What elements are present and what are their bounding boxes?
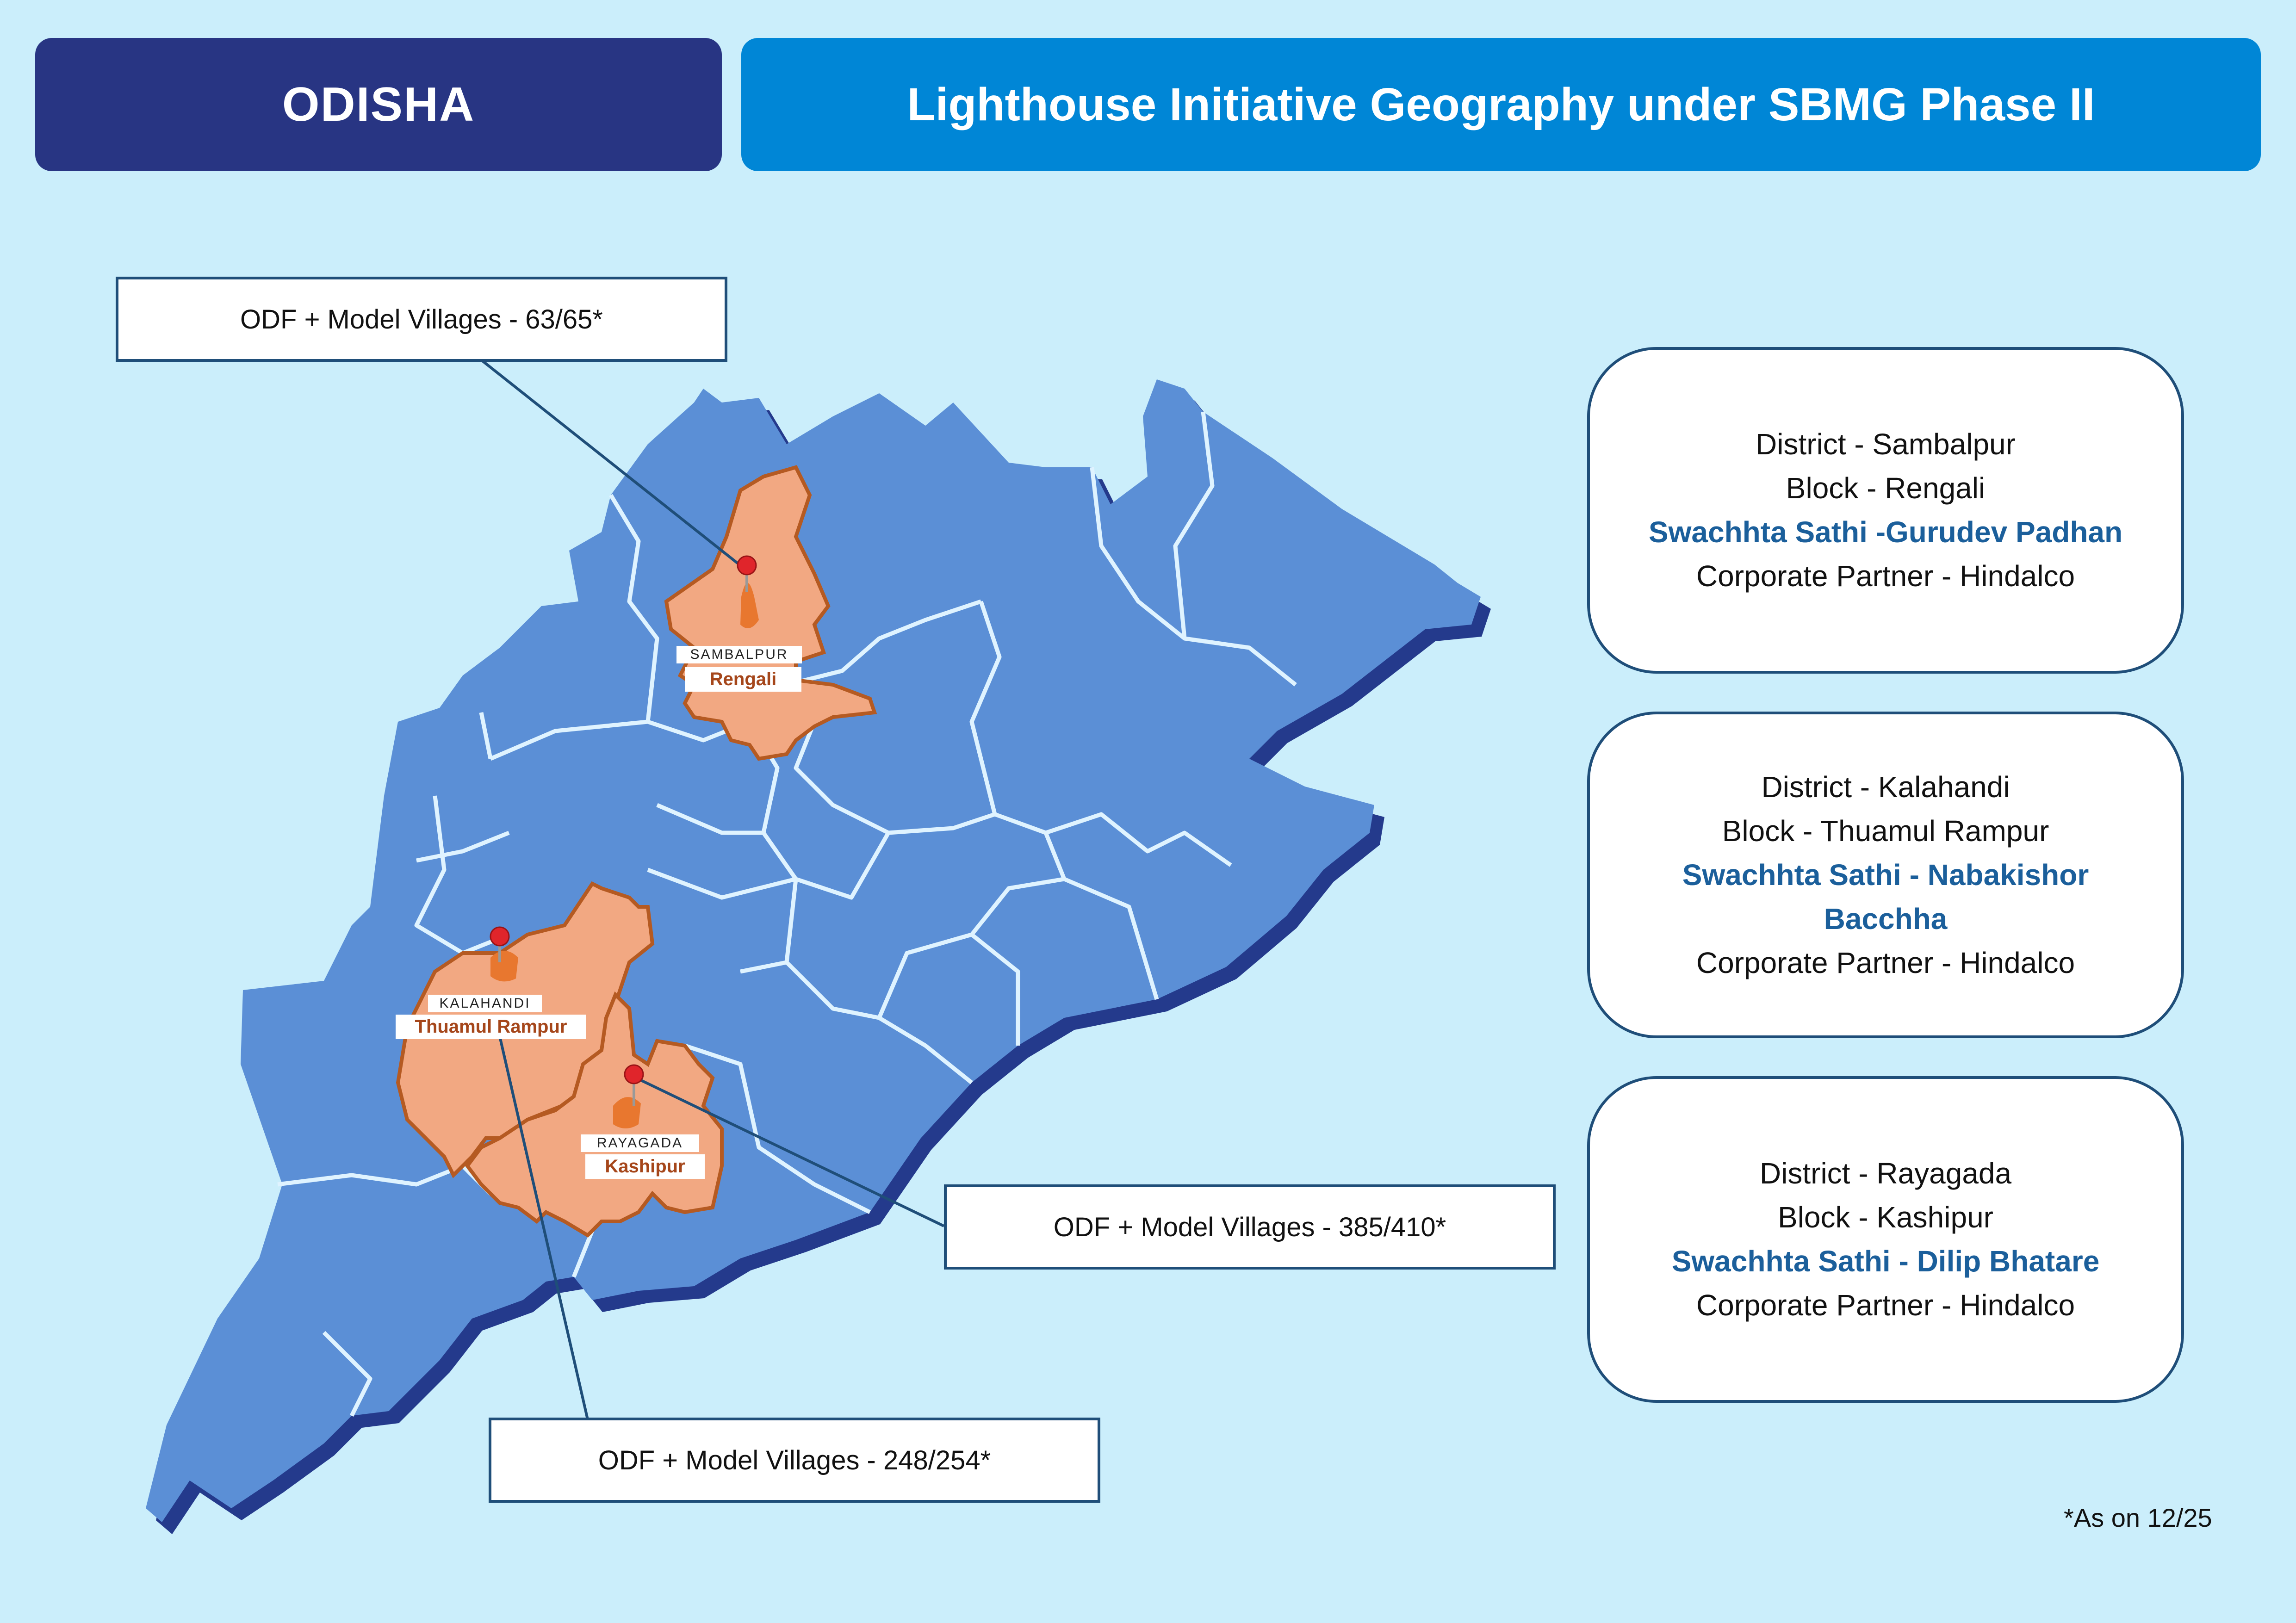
page-title: Lighthouse Initiative Geography under SB… <box>907 78 2095 130</box>
map-label-district: SAMBALPUR <box>676 646 802 663</box>
card-block: Block - Rengali <box>1786 471 1986 505</box>
leader-lines <box>480 359 945 1420</box>
card-sathi: Swachhta Sathi - Nabakishor Bacchha <box>1682 858 2089 935</box>
map-label-district: KALAHANDI <box>428 995 542 1012</box>
info-card-rayagada: District - Rayagada Block - Kashipur Swa… <box>1587 1076 2184 1403</box>
map-label-district: RAYAGADA <box>581 1134 699 1152</box>
card-sathi: Swachhta Sathi -Gurudev Padhan <box>1648 515 2123 549</box>
card-sathi: Swachhta Sathi - Dilip Bhatare <box>1671 1245 2100 1278</box>
title-banner: Lighthouse Initiative Geography under SB… <box>741 38 2261 171</box>
card-district: District - Rayagada <box>1759 1157 2012 1190</box>
info-card-sambalpur: District - Sambalpur Block - Rengali Swa… <box>1587 347 2184 674</box>
district-boundaries <box>277 411 1297 1417</box>
card-district: District - Kalahandi <box>1761 770 2010 804</box>
pin-icon <box>737 555 759 628</box>
callout-kalahandi: ODF + Model Villages - 248/254* <box>489 1418 1100 1503</box>
card-partner: Corporate Partner - Hindalco <box>1696 1288 2075 1322</box>
card-partner: Corporate Partner - Hindalco <box>1696 559 2075 593</box>
pin-icon <box>490 926 518 982</box>
state-name: ODISHA <box>282 77 475 131</box>
card-district: District - Sambalpur <box>1756 427 2016 461</box>
callout-sambalpur: ODF + Model Villages - 63/65* <box>116 277 727 362</box>
footnote: *As on 12/25 <box>2064 1503 2212 1532</box>
pin-icon <box>613 1064 644 1128</box>
map-label-block: Rengali <box>685 667 801 692</box>
card-partner: Corporate Partner - Hindalco <box>1696 946 2075 979</box>
state-outline <box>146 379 1481 1522</box>
map-label-block: Thuamul Rampur <box>396 1015 586 1039</box>
map-label-block: Kashipur <box>585 1154 705 1179</box>
callout-rayagada: ODF + Model Villages - 385/410* <box>944 1184 1556 1270</box>
card-block: Block - Kashipur <box>1778 1201 1993 1234</box>
info-card-kalahandi: District - Kalahandi Block - Thuamul Ram… <box>1587 712 2184 1038</box>
state-banner: ODISHA <box>35 38 722 171</box>
card-block: Block - Thuamul Rampur <box>1722 814 2049 848</box>
